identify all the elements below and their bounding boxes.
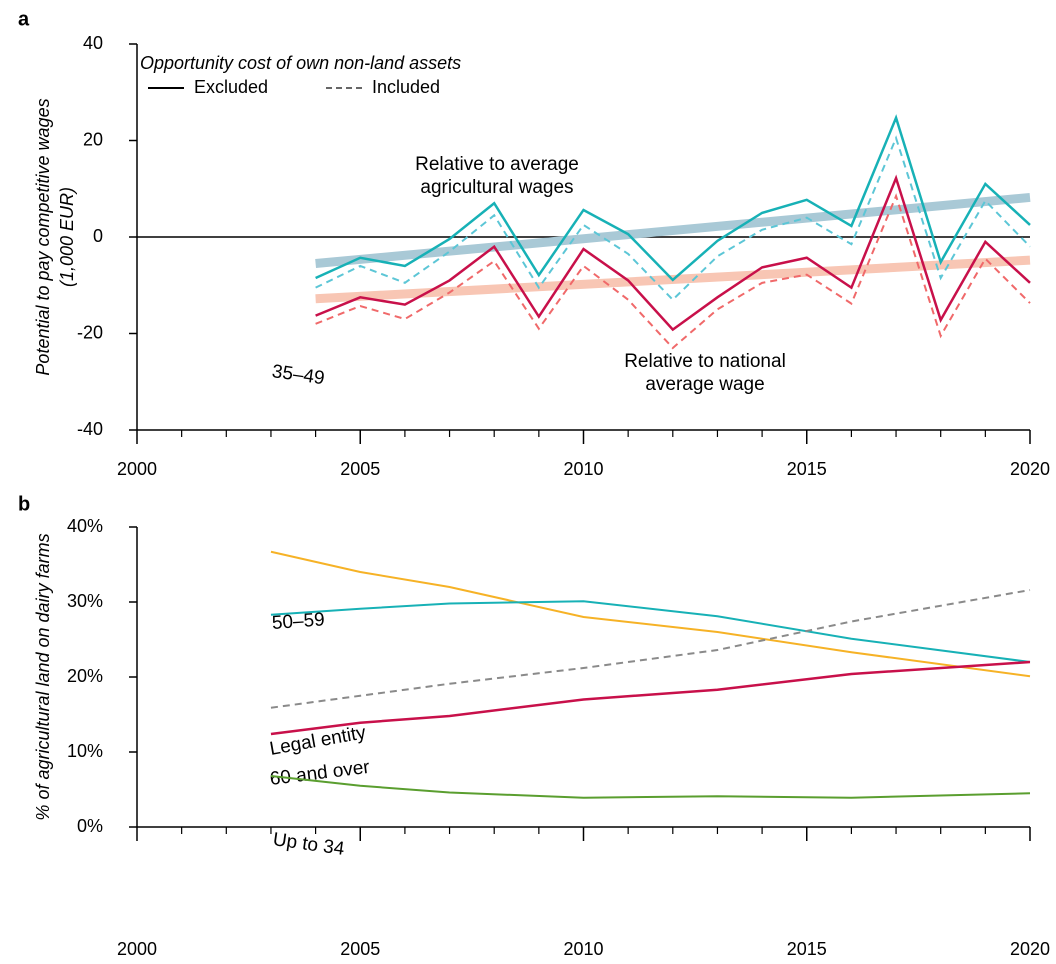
annotation: agricultural wages [420, 177, 573, 198]
y-tick-label: 40% [67, 516, 103, 536]
panel-label: a [18, 8, 30, 30]
x-tick-label: 2015 [787, 939, 827, 959]
x-tick-label: 2010 [563, 939, 603, 959]
x-tick-label: 2010 [563, 459, 603, 479]
series-line [315, 174, 1031, 332]
series-label: 35–49 [271, 361, 326, 389]
y-tick-label: 0 [93, 226, 103, 246]
y-tick-label: 20 [83, 129, 103, 149]
series-label: 50–59 [271, 609, 325, 634]
y-tick-label: 30% [67, 591, 103, 611]
y-axis-label: % of agricultural land on dairy farms [33, 533, 53, 820]
series-line [270, 775, 1031, 799]
series-label: Up to 34 [272, 829, 346, 860]
annotation: average wage [645, 374, 764, 395]
y-tick-label: 20% [67, 666, 103, 686]
series-line [315, 193, 1031, 350]
legend-label: Included [372, 77, 440, 97]
x-tick-label: 2015 [787, 459, 827, 479]
x-tick-label: 2005 [340, 939, 380, 959]
y-tick-label: 10% [67, 741, 103, 761]
series-line [270, 550, 1031, 678]
legend-title: Opportunity cost of own non-land assets [140, 53, 461, 73]
series-line [270, 600, 1031, 663]
series-line [270, 589, 1031, 709]
x-tick-label: 2020 [1010, 939, 1050, 959]
x-tick-label: 2000 [117, 939, 157, 959]
annotation: Relative to national [624, 351, 786, 372]
series-line [315, 114, 1031, 282]
x-tick-label: 2000 [117, 459, 157, 479]
panel-label: b [18, 493, 30, 515]
annotation: Relative to average [415, 154, 579, 175]
x-tick-label: 2005 [340, 459, 380, 479]
series-line [270, 660, 1031, 736]
x-tick-label: 2020 [1010, 459, 1050, 479]
y-tick-label: -20 [77, 322, 103, 342]
legend-label: Excluded [194, 77, 268, 97]
series-line [315, 135, 1031, 302]
y-axis-label: Potential to pay competitive wages [33, 98, 53, 375]
y-tick-label: 40 [83, 33, 103, 53]
series-line [315, 192, 1031, 269]
y-tick-label: -40 [77, 419, 103, 439]
y-axis-label: (1,000 EUR) [57, 187, 77, 287]
y-tick-label: 0% [77, 816, 103, 836]
